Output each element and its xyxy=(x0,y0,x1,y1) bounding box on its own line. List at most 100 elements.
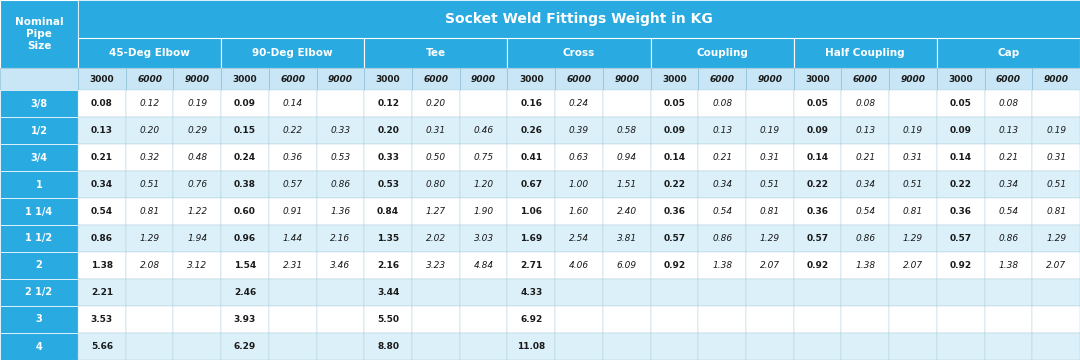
Bar xyxy=(841,171,889,198)
Text: 2.46: 2.46 xyxy=(234,288,256,297)
Text: 2.21: 2.21 xyxy=(91,288,113,297)
Text: 1.35: 1.35 xyxy=(377,234,400,243)
Bar xyxy=(555,68,603,90)
Bar xyxy=(364,38,508,68)
Text: 0.20: 0.20 xyxy=(426,99,446,108)
Text: 2.71: 2.71 xyxy=(521,261,542,270)
Bar xyxy=(411,252,460,279)
Bar xyxy=(269,117,316,144)
Bar xyxy=(650,252,699,279)
Text: 0.94: 0.94 xyxy=(617,153,637,162)
Text: 6.92: 6.92 xyxy=(521,315,542,324)
Bar xyxy=(221,333,269,360)
Text: 0.21: 0.21 xyxy=(855,153,876,162)
Bar xyxy=(411,333,460,360)
Text: 2.16: 2.16 xyxy=(330,234,351,243)
Bar xyxy=(364,252,411,279)
Bar xyxy=(650,38,794,68)
Bar xyxy=(936,279,985,306)
Text: 1.90: 1.90 xyxy=(473,207,494,216)
Text: 0.05: 0.05 xyxy=(663,99,686,108)
Text: 0.15: 0.15 xyxy=(234,126,256,135)
Bar xyxy=(650,225,699,252)
Text: 0.31: 0.31 xyxy=(426,126,446,135)
Text: 0.53: 0.53 xyxy=(377,180,400,189)
Bar xyxy=(699,171,746,198)
Bar xyxy=(269,68,316,90)
Bar xyxy=(889,68,936,90)
Text: 0.09: 0.09 xyxy=(949,126,972,135)
Bar xyxy=(794,38,936,68)
Bar xyxy=(78,333,125,360)
Text: 0.54: 0.54 xyxy=(91,207,113,216)
Bar xyxy=(411,306,460,333)
Bar xyxy=(841,333,889,360)
Bar xyxy=(985,252,1032,279)
Text: 0.20: 0.20 xyxy=(139,126,160,135)
Bar xyxy=(985,333,1032,360)
Bar xyxy=(746,171,794,198)
Bar xyxy=(316,117,364,144)
Text: 3/4: 3/4 xyxy=(30,153,48,162)
Text: 0.81: 0.81 xyxy=(903,207,923,216)
Bar xyxy=(889,252,936,279)
Bar xyxy=(794,306,841,333)
Bar xyxy=(603,333,650,360)
Bar xyxy=(78,117,125,144)
Text: 1.06: 1.06 xyxy=(521,207,542,216)
Text: 1.94: 1.94 xyxy=(187,234,207,243)
Text: 0.58: 0.58 xyxy=(617,126,637,135)
Text: 3: 3 xyxy=(36,315,42,324)
Bar xyxy=(316,252,364,279)
Bar xyxy=(125,225,174,252)
Bar xyxy=(699,333,746,360)
Text: 1.20: 1.20 xyxy=(473,180,494,189)
Bar xyxy=(889,198,936,225)
Bar xyxy=(555,252,603,279)
Bar xyxy=(555,171,603,198)
Text: 6.09: 6.09 xyxy=(617,261,637,270)
Text: 3.12: 3.12 xyxy=(187,261,207,270)
Bar xyxy=(889,117,936,144)
Text: 6000: 6000 xyxy=(137,75,162,84)
Bar xyxy=(0,279,78,306)
Bar xyxy=(174,333,221,360)
Bar xyxy=(985,90,1032,117)
Text: 0.84: 0.84 xyxy=(377,207,400,216)
Text: 1.29: 1.29 xyxy=(760,234,780,243)
Bar xyxy=(174,171,221,198)
Bar xyxy=(221,252,269,279)
Bar xyxy=(0,252,78,279)
Text: 3.81: 3.81 xyxy=(617,234,637,243)
Bar xyxy=(221,171,269,198)
Bar xyxy=(269,171,316,198)
Bar xyxy=(125,333,174,360)
Bar xyxy=(221,225,269,252)
Bar xyxy=(411,90,460,117)
Text: 0.75: 0.75 xyxy=(473,153,494,162)
Bar xyxy=(460,198,508,225)
Bar xyxy=(508,38,650,68)
Bar xyxy=(603,279,650,306)
Text: 1.54: 1.54 xyxy=(234,261,256,270)
Bar xyxy=(174,225,221,252)
Text: 9000: 9000 xyxy=(471,75,496,84)
Text: 0.32: 0.32 xyxy=(139,153,160,162)
Text: 3.93: 3.93 xyxy=(234,315,256,324)
Text: 6000: 6000 xyxy=(423,75,448,84)
Text: 9000: 9000 xyxy=(757,75,782,84)
Bar xyxy=(603,68,650,90)
Text: 2.08: 2.08 xyxy=(139,261,160,270)
Bar xyxy=(1032,144,1080,171)
Bar xyxy=(1032,68,1080,90)
Bar xyxy=(794,117,841,144)
Text: 0.05: 0.05 xyxy=(949,99,972,108)
Bar xyxy=(316,171,364,198)
Bar xyxy=(508,198,555,225)
Text: 0.81: 0.81 xyxy=(1047,207,1066,216)
Bar xyxy=(508,171,555,198)
Text: 0.20: 0.20 xyxy=(377,126,400,135)
Text: 2.02: 2.02 xyxy=(426,234,446,243)
Text: 3000: 3000 xyxy=(662,75,687,84)
Bar xyxy=(0,198,78,225)
